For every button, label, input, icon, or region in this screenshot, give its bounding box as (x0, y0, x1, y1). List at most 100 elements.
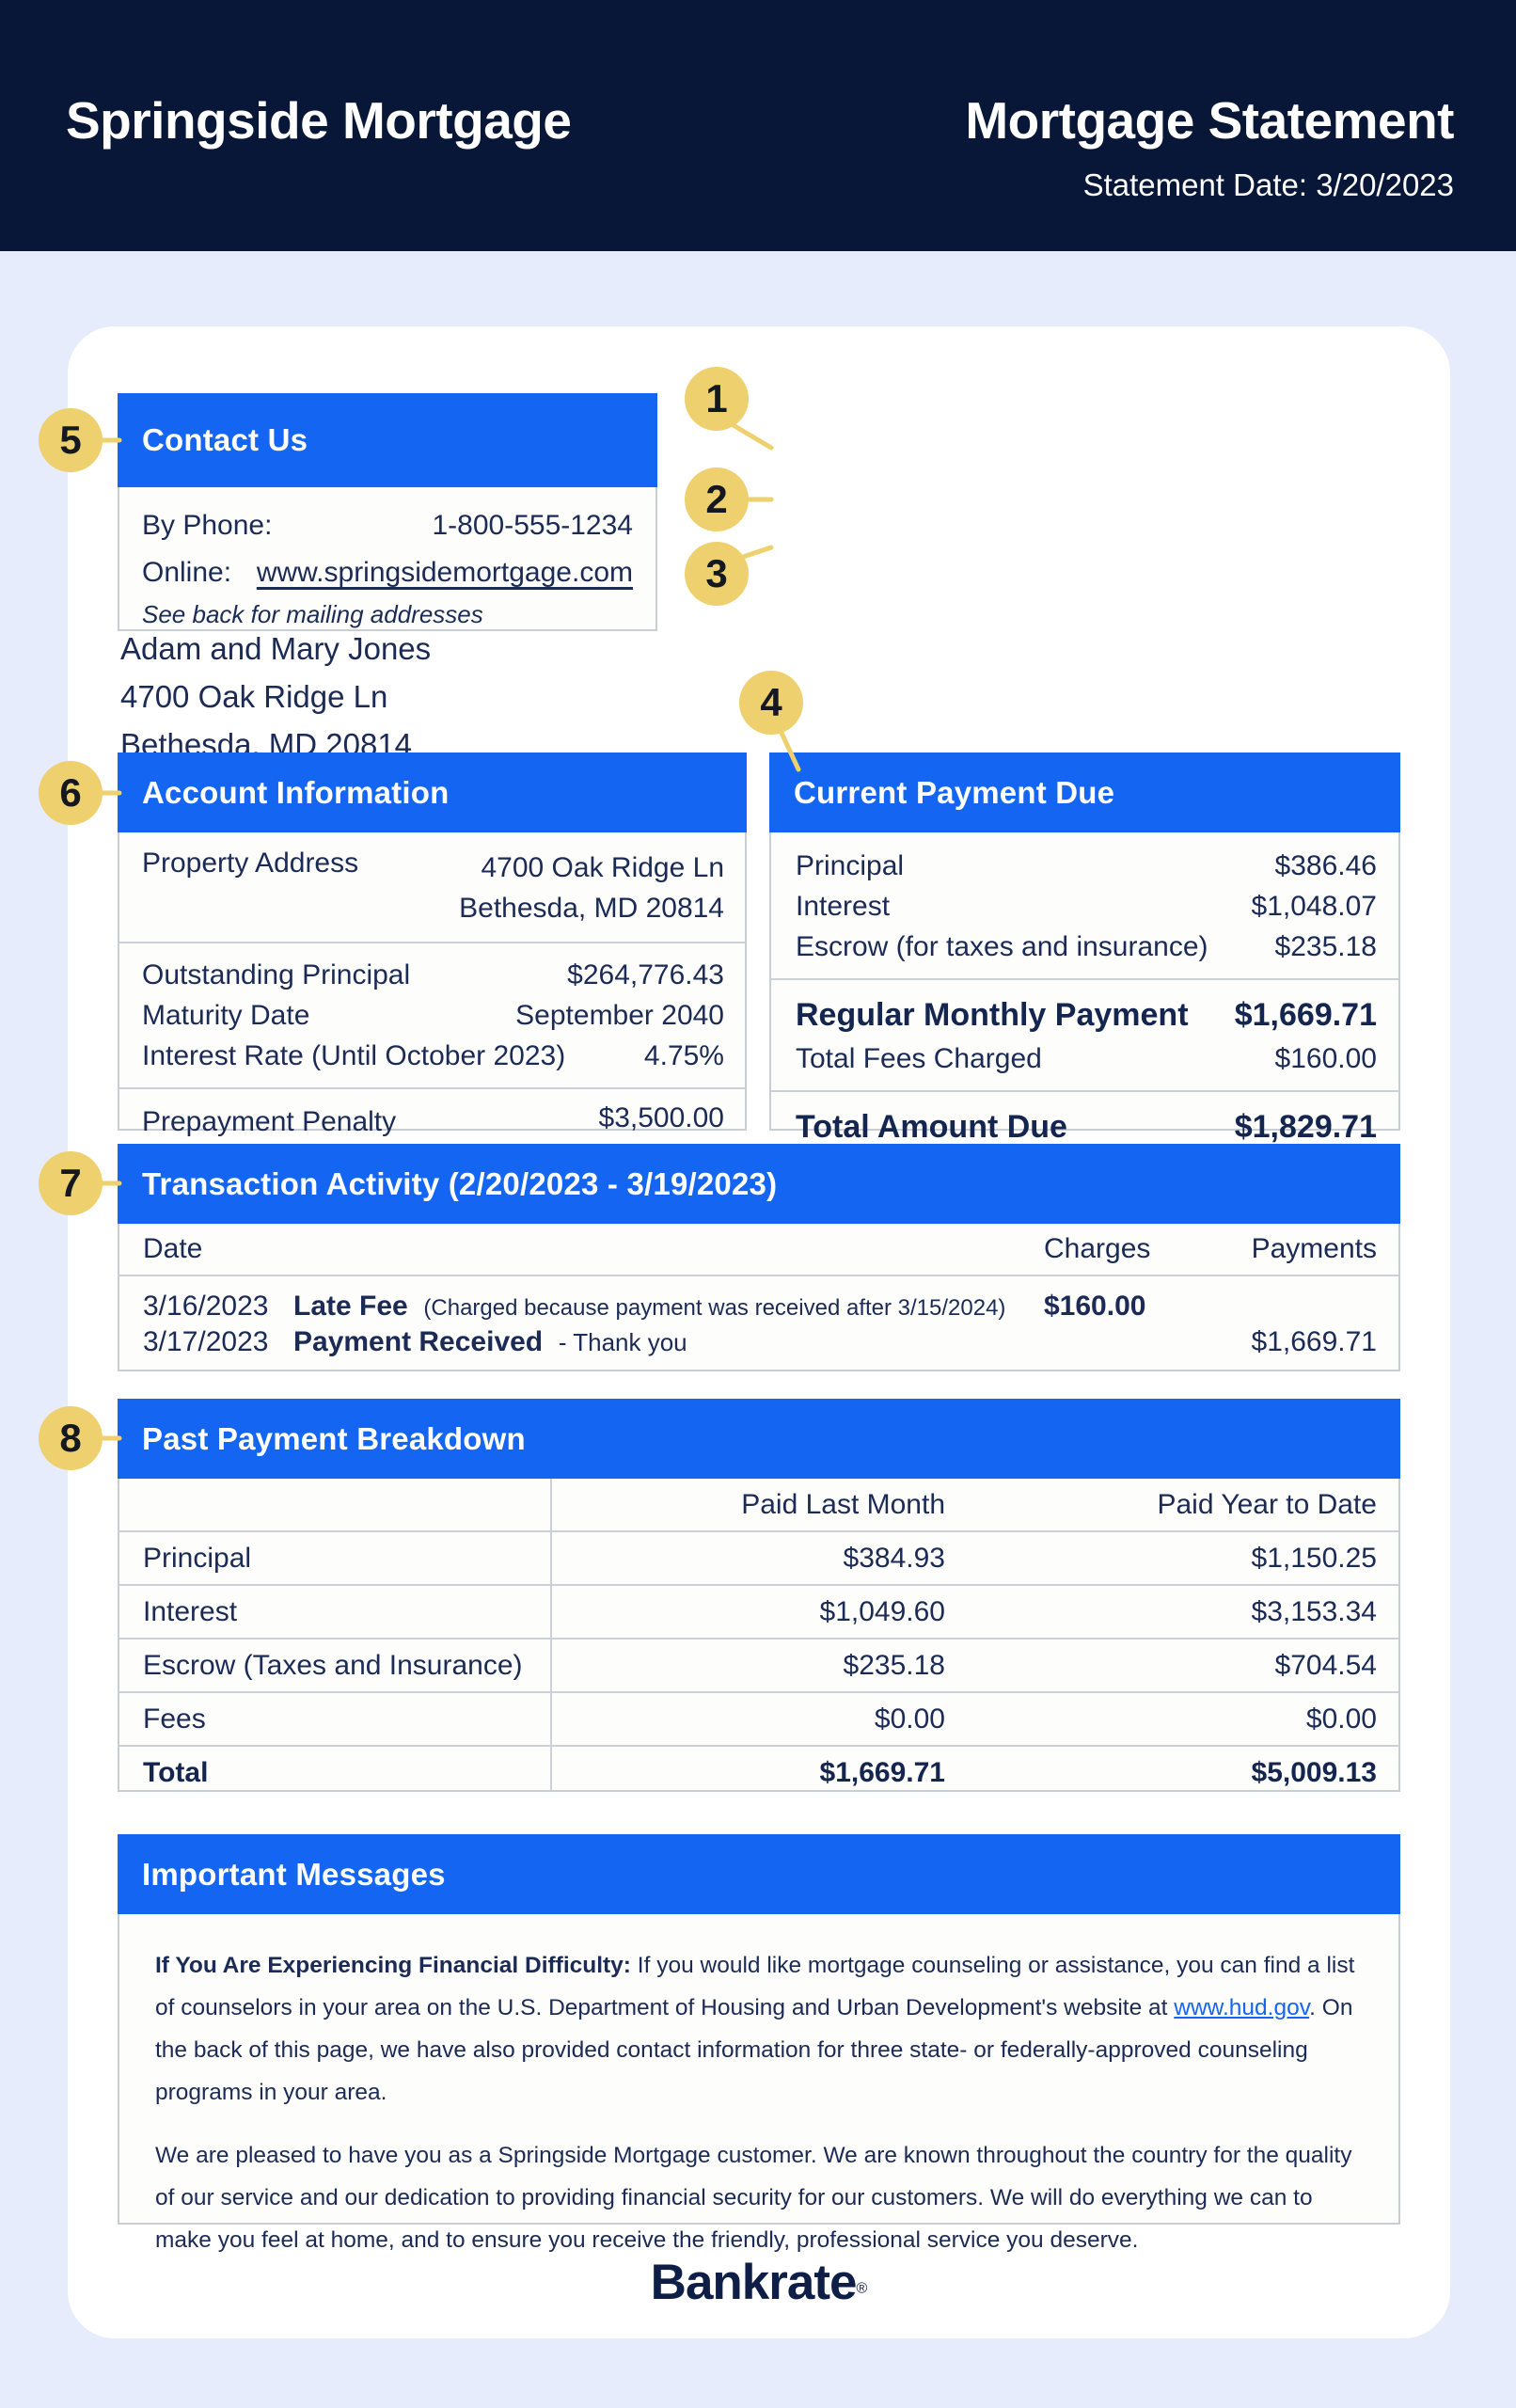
annotation-marker-6: 6 (39, 761, 103, 825)
property-address-value: 4700 Oak Ridge Ln Bethesda, MD 20814 (459, 848, 724, 928)
website-link[interactable]: www.springsidemortgage.com (256, 557, 633, 588)
total-fees-row: Total Fees Charged $160.00 (796, 1038, 1377, 1079)
table-row: Escrow (Taxes and Insurance) $235.18 $70… (119, 1640, 1398, 1693)
txn-desc-main: Payment Received (293, 1326, 544, 1357)
interest-label: Interest (796, 890, 891, 922)
annotation-marker-5: 5 (39, 408, 103, 472)
txn-description: Late Fee (Charged because payment was re… (293, 1291, 1005, 1323)
outstanding-principal-value: $264,776.43 (567, 958, 724, 990)
annotation-marker-1: 1 (685, 367, 749, 431)
outstanding-principal-row: Outstanding Principal $264,776.43 (142, 955, 724, 995)
table-row: 3/17/2023 Payment Received - Thank you $… (119, 1323, 1398, 1361)
principal-label: Principal (796, 849, 905, 881)
txn-date: 3/16/2023 (143, 1291, 269, 1322)
ppb-row-label: Escrow (Taxes and Insurance) (143, 1649, 523, 1681)
annotation-marker-4: 4 (739, 671, 803, 735)
account-information-header: Account Information (118, 752, 747, 832)
escrow-label: Escrow (for taxes and insurance) (796, 930, 1208, 962)
col-charges: Charges (1044, 1233, 1151, 1264)
past-payment-breakdown-body: Paid Last Month Paid Year to Date Princi… (118, 1479, 1400, 1792)
recipient-name: Adam and Mary Jones (120, 631, 432, 666)
hud-gov-link[interactable]: www.hud.gov (1174, 1995, 1310, 2020)
bankrate-logo: Bankrate® (68, 2254, 1450, 2311)
txn-description: Payment Received - Thank you (293, 1326, 687, 1358)
table-row: Interest $1,049.60 $3,153.34 (119, 1586, 1398, 1640)
annotation-marker-2: 2 (685, 467, 749, 531)
top-banner: Springside Mortgage Mortgage Statement S… (0, 0, 1516, 251)
regular-monthly-payment-row: Regular Monthly Payment $1,669.71 (796, 991, 1377, 1038)
property-address-line2: Bethesda, MD 20814 (459, 893, 724, 924)
total-fees-value: $160.00 (1274, 1042, 1377, 1074)
transaction-rows: 3/16/2023 Late Fee (Charged because paym… (119, 1276, 1398, 1370)
contact-online-row: Online: www.springsidemortgage.com (142, 549, 633, 596)
ppb-row-label: Principal (143, 1542, 252, 1574)
regular-monthly-payment-label: Regular Monthly Payment (796, 996, 1189, 1033)
transaction-activity-section: Transaction Activity (2/20/2023 - 3/19/2… (118, 1144, 1400, 1371)
recipient-street: 4700 Oak Ridge Ln (120, 679, 388, 714)
financial-difficulty-lead: If You Are Experiencing Financial Diffic… (155, 1953, 631, 1978)
txn-desc-main: Late Fee (293, 1291, 408, 1322)
maturity-date-label: Maturity Date (142, 999, 310, 1031)
annotation-marker-8: 8 (39, 1406, 103, 1470)
ppb-head-row: Paid Last Month Paid Year to Date (119, 1479, 1398, 1532)
financial-difficulty-text-b: . On the back of this page, we have also… (155, 1995, 1353, 2105)
col-payments: Payments (1251, 1233, 1377, 1264)
statement-date: Statement Date: 3/20/2023 (1082, 167, 1454, 202)
contact-us-section: Contact Us By Phone: 1-800-555-1234 Onli… (118, 393, 657, 631)
table-row-total: Total $1,669.71 $5,009.13 (119, 1747, 1398, 1798)
regular-monthly-payment-value: $1,669.71 (1234, 996, 1377, 1033)
interest-rate-row: Interest Rate (Until October 2023) 4.75% (142, 1036, 724, 1076)
escrow-value: $235.18 (1274, 930, 1377, 962)
annotation-marker-7: 7 (39, 1151, 103, 1215)
prepayment-penalty-value: $3,500.00 (598, 1102, 724, 1133)
ppb-ytd-value: $704.54 (1274, 1649, 1377, 1681)
interest-row: Interest $1,048.07 (796, 886, 1377, 927)
interest-rate-label: Interest Rate (Until October 2023) (142, 1039, 566, 1071)
account-information-section: Account Information Property Address 470… (118, 752, 747, 1177)
bankrate-logo-text: Bankrate (650, 2255, 858, 2310)
annotation-marker-3: 3 (685, 542, 749, 606)
total-amount-due-group: Total Amount Due $1,829.71 (771, 1090, 1398, 1150)
interest-rate-value: 4.75% (643, 1039, 724, 1071)
transaction-activity-header: Transaction Activity (2/20/2023 - 3/19/2… (118, 1144, 1400, 1224)
current-payment-due-body: Principal $386.46 Interest $1,048.07 Esc… (769, 832, 1400, 1145)
ppb-ytd-value: $0.00 (1305, 1703, 1377, 1735)
txn-date: 3/17/2023 (143, 1326, 269, 1357)
ppb-ytd-value: $3,153.34 (1251, 1595, 1377, 1627)
col-paid-last-month: Paid Last Month (741, 1488, 945, 1520)
welcome-paragraph: We are pleased to have you as a Springsi… (155, 2143, 1352, 2253)
ppb-row-label: Interest (143, 1595, 238, 1627)
financial-difficulty-text-a: If you would like mortgage counseling or… (155, 1953, 1355, 2020)
prepayment-label-line1: Prepayment Penalty (142, 1106, 397, 1137)
recipient-address: Adam and Mary Jones 4700 Oak Ridge Ln Be… (120, 625, 431, 768)
property-address-row: Property Address 4700 Oak Ridge Ln Bethe… (119, 832, 745, 942)
contact-phone-row: By Phone: 1-800-555-1234 (142, 502, 633, 549)
important-messages-section: Important Messages If You Are Experienci… (118, 1834, 1400, 2253)
ppb-last-month-value: $0.00 (874, 1703, 945, 1735)
current-payment-due-header: Current Payment Due (769, 752, 1400, 832)
table-row: Principal $384.93 $1,150.25 (119, 1532, 1398, 1586)
ppb-ytd-value: $1,150.25 (1251, 1542, 1377, 1574)
transaction-activity-body: Date Charges Payments 3/16/2023 Late Fee… (118, 1224, 1400, 1371)
total-amount-due-row: Total Amount Due $1,829.71 (796, 1103, 1377, 1150)
payment-components-group: Principal $386.46 Interest $1,048.07 Esc… (771, 832, 1398, 978)
past-payment-breakdown-section: Past Payment Breakdown Paid Last Month P… (118, 1399, 1400, 1792)
ppb-last-month-value: $384.93 (843, 1542, 945, 1574)
principal-value: $386.46 (1274, 849, 1377, 881)
table-column-divider (550, 1479, 552, 1790)
document-title: Mortgage Statement (965, 91, 1454, 150)
registered-mark: ® (856, 2280, 868, 2297)
loan-terms-group: Outstanding Principal $264,776.43 Maturi… (119, 942, 745, 1087)
transaction-table-head: Date Charges Payments (119, 1224, 1398, 1276)
txn-payment: $1,669.71 (1251, 1326, 1377, 1357)
online-label: Online: (142, 557, 232, 588)
lender-brand: Springside Mortgage (66, 91, 572, 150)
txn-desc-note: - Thank you (558, 1328, 687, 1356)
property-address-label: Property Address (142, 848, 359, 879)
maturity-date-row: Maturity Date September 2040 (142, 995, 724, 1036)
contact-us-header: Contact Us (118, 393, 657, 487)
ppb-row-label: Fees (143, 1703, 206, 1735)
past-payment-breakdown-header: Past Payment Breakdown (118, 1399, 1400, 1479)
phone-label: By Phone: (142, 510, 273, 541)
